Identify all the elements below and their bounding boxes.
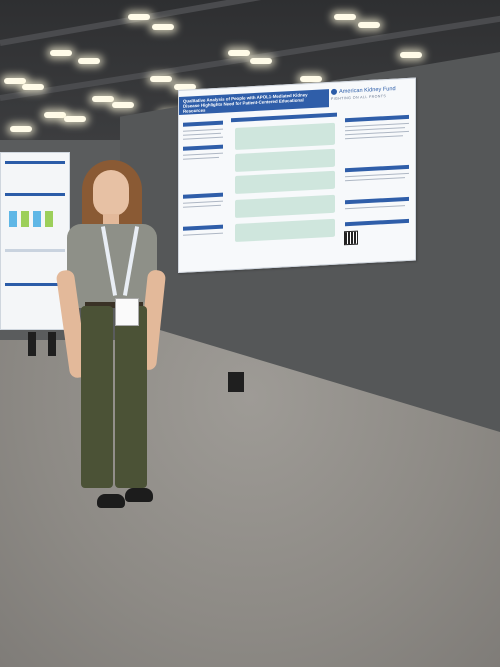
poster-header-bar xyxy=(5,161,65,164)
poster-result-box xyxy=(235,194,335,219)
poster-section-header xyxy=(183,224,223,231)
ceiling-light xyxy=(112,102,134,108)
ceiling-light xyxy=(358,22,380,28)
left-shoe xyxy=(97,494,125,508)
ceiling-light xyxy=(300,76,322,82)
poster-section-header xyxy=(345,114,409,123)
ceiling-light xyxy=(152,24,174,30)
background-person-leg xyxy=(28,332,36,356)
right-shoe xyxy=(125,488,153,502)
ceiling-light xyxy=(44,112,66,118)
ceiling-light xyxy=(150,76,172,82)
name-badge xyxy=(115,298,139,326)
chart-bar xyxy=(21,211,29,227)
neighbor-poster xyxy=(0,152,70,330)
poster-text-line xyxy=(183,204,221,208)
ceiling-light xyxy=(50,50,72,56)
poster-logo-text: American Kidney Fund xyxy=(339,86,396,96)
poster-header-bar xyxy=(5,193,65,196)
poster-section-header xyxy=(345,196,409,205)
poster-text-line xyxy=(345,205,405,210)
poster-section-header xyxy=(183,144,223,151)
chart-bar xyxy=(45,211,53,227)
pants-left-leg xyxy=(81,306,113,488)
poster-text-line xyxy=(183,132,221,136)
background-person-leg xyxy=(48,332,56,356)
qr-code-icon xyxy=(344,230,358,246)
poster-text-line xyxy=(183,200,223,204)
poster-section-header xyxy=(345,218,409,227)
presenter-person xyxy=(55,160,175,530)
ceiling-light xyxy=(228,50,250,56)
poster-result-box xyxy=(235,218,335,243)
ceiling-light xyxy=(250,58,272,64)
poster-text-line xyxy=(183,128,223,132)
ceiling-light xyxy=(22,84,44,90)
chart-bar xyxy=(33,211,41,227)
ceiling-light xyxy=(334,14,356,20)
ceiling-light xyxy=(78,58,100,64)
poster-text-line xyxy=(183,152,223,156)
poster-text-line xyxy=(183,136,223,140)
ceiling-light xyxy=(64,116,86,122)
ceiling-light xyxy=(174,84,196,90)
poster-result-box xyxy=(235,148,335,173)
poster-logo: American Kidney Fund FIGHTING ON ALL FRO… xyxy=(331,85,411,107)
ceiling-truss xyxy=(0,0,500,46)
poster-section-header xyxy=(183,120,223,127)
ceiling-light xyxy=(92,96,114,102)
ceiling-light xyxy=(128,14,150,20)
poster-section-header xyxy=(231,112,337,123)
research-poster: Qualitative Analysis of People with APOL… xyxy=(178,77,416,273)
poster-header-bar xyxy=(5,283,65,286)
kidney-logo-icon xyxy=(331,88,337,95)
board-foot xyxy=(228,372,244,392)
poster-text-line xyxy=(183,232,223,236)
poster-section-header xyxy=(345,164,409,173)
belt xyxy=(85,302,143,308)
poster-text-line xyxy=(5,249,65,252)
poster-result-box xyxy=(235,170,335,195)
ceiling-light xyxy=(400,52,422,58)
poster-text-line xyxy=(345,135,403,140)
poster-result-box xyxy=(235,122,335,151)
poster-title: Qualitative Analysis of People with APOL… xyxy=(179,89,329,115)
poster-text-line xyxy=(345,177,405,182)
poster-tagline: FIGHTING ON ALL FRONTS xyxy=(331,94,387,102)
poster-section-header xyxy=(183,192,223,199)
face xyxy=(93,170,129,216)
ceiling-light xyxy=(4,78,26,84)
chart-bar xyxy=(9,211,17,227)
poster-text-line xyxy=(183,156,219,160)
pants-right-leg xyxy=(115,306,147,488)
ceiling-light xyxy=(10,126,32,132)
